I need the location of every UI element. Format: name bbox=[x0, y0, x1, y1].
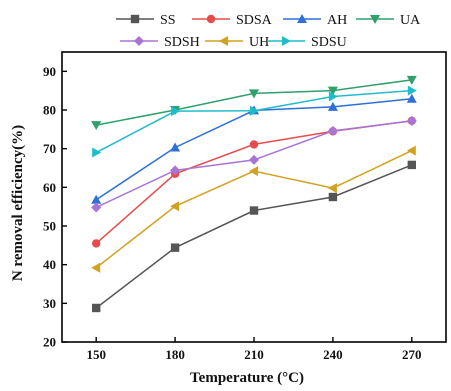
y-tick-label: 50 bbox=[43, 219, 56, 234]
data-point-sdsh bbox=[91, 202, 102, 213]
legend-item-sdsu: SDSU bbox=[267, 35, 347, 50]
legend-marker bbox=[370, 15, 380, 24]
y-tick-label: 40 bbox=[43, 257, 56, 272]
data-point-sdsh bbox=[249, 154, 259, 165]
series-line-ss bbox=[95, 164, 413, 309]
data-point-ua bbox=[249, 89, 259, 99]
series-line-sdsa bbox=[95, 120, 412, 244]
data-point-sdsh bbox=[406, 115, 417, 126]
data-point-sdsu bbox=[407, 85, 417, 96]
y-tick-label: 30 bbox=[43, 296, 56, 311]
data-point-ah bbox=[170, 142, 181, 152]
data-point-uh bbox=[327, 183, 337, 194]
y-tick-label: 20 bbox=[43, 335, 56, 350]
data-point-ss bbox=[328, 192, 338, 202]
x-tick-label: 240 bbox=[323, 347, 343, 362]
legend-label: UH bbox=[249, 35, 269, 50]
legend-label: UA bbox=[400, 13, 421, 28]
plot-area: 20 30 40 50 60 70 80 90 150 180 210 240 270 bbox=[43, 51, 447, 362]
data-point-ua bbox=[406, 75, 417, 85]
data-point-ah bbox=[327, 101, 338, 111]
legend-marker bbox=[134, 36, 144, 46]
series-uh bbox=[91, 145, 416, 273]
legend-label: SDSA bbox=[236, 13, 273, 28]
series-sdsh bbox=[91, 115, 417, 213]
data-point-sdsa bbox=[91, 239, 101, 248]
legend-label: SDSU bbox=[311, 35, 347, 50]
x-tick-label: 210 bbox=[244, 347, 264, 362]
data-point-sdsh bbox=[327, 125, 338, 136]
series-sdsa bbox=[91, 116, 417, 248]
data-point-ss bbox=[170, 243, 180, 252]
data-point-sdsu bbox=[328, 91, 338, 102]
data-point-sdsu bbox=[250, 105, 259, 116]
y-tick-label: 90 bbox=[43, 64, 56, 79]
legend: SS SDSA AH UA SDSH UH SDSU bbox=[116, 13, 421, 50]
series-ss bbox=[91, 160, 417, 313]
data-point-ua bbox=[327, 86, 338, 96]
x-tick-label: 180 bbox=[165, 347, 185, 362]
legend-label: SDSH bbox=[164, 35, 200, 50]
legend-item-ah: AH bbox=[283, 13, 347, 28]
legend-marker bbox=[206, 14, 216, 24]
data-point-ua bbox=[91, 121, 102, 131]
legend-marker bbox=[130, 14, 140, 24]
data-point-sdsu bbox=[171, 106, 181, 117]
legend-marker bbox=[219, 36, 228, 46]
legend-item-ss: SS bbox=[116, 13, 176, 28]
x-tick-label: 150 bbox=[86, 347, 106, 362]
y-axis-label: N removal efficiency(%) bbox=[10, 125, 26, 281]
data-point-uh bbox=[91, 262, 101, 273]
data-point-uh bbox=[170, 201, 180, 212]
y-tick-label: 70 bbox=[43, 141, 56, 156]
data-point-ss bbox=[407, 160, 417, 170]
data-point-ss bbox=[249, 206, 259, 215]
data-point-ah bbox=[406, 93, 417, 103]
legend-label: AH bbox=[327, 13, 347, 28]
data-point-ss bbox=[91, 303, 101, 313]
series-line-ua bbox=[96, 79, 412, 126]
legend-label: SS bbox=[160, 13, 176, 28]
data-point-ah bbox=[91, 194, 102, 204]
legend-marker bbox=[282, 36, 291, 46]
x-tick-label: 270 bbox=[402, 347, 422, 362]
legend-item-sdsa: SDSA bbox=[192, 13, 273, 28]
legend-item-ua: UA bbox=[356, 13, 421, 28]
data-point-uh bbox=[406, 145, 416, 156]
y-tick-label: 60 bbox=[43, 180, 56, 195]
data-point-sdsh bbox=[170, 165, 181, 176]
data-point-uh bbox=[249, 166, 258, 177]
x-axis-label: Temperature (°C) bbox=[190, 370, 304, 386]
legend-item-uh: UH bbox=[205, 35, 269, 50]
series-sdsu bbox=[92, 85, 417, 158]
data-point-sdsa bbox=[249, 140, 259, 149]
legend-item-sdsh: SDSH bbox=[120, 35, 200, 50]
legend-marker bbox=[297, 14, 307, 23]
y-tick-label: 80 bbox=[43, 103, 56, 118]
data-point-sdsu bbox=[92, 147, 102, 158]
